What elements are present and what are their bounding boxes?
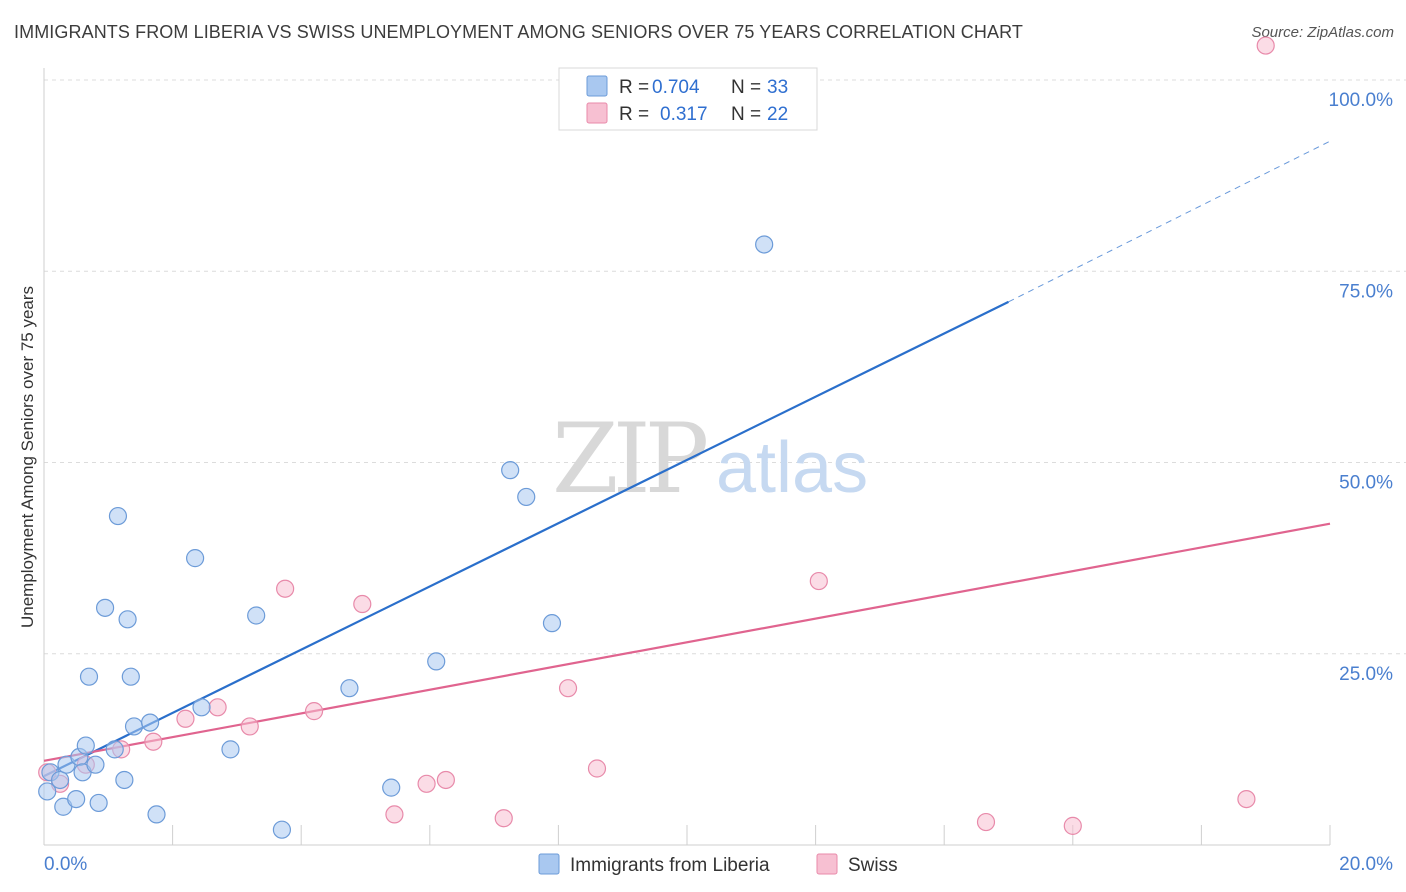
- point-liberia-28: [427, 652, 446, 671]
- y-tick-label-3: 100.0%: [1329, 90, 1394, 111]
- bottom-legend-label-liberia: Immigrants from Liberia: [570, 855, 770, 876]
- legend-n-label-0: N =: [731, 77, 761, 98]
- legend-r-label-0: R =: [619, 77, 649, 98]
- point-liberia-23: [221, 740, 240, 759]
- point-liberia-20: [147, 805, 166, 824]
- point-liberia-5: [67, 789, 86, 809]
- trend-line-1: [43, 522, 1331, 762]
- watermark-atlas: atlas: [716, 428, 868, 508]
- y-tick-label-0: 25.0%: [1339, 664, 1393, 685]
- point-swiss-9: [304, 702, 324, 721]
- y-tick-label-2: 75.0%: [1339, 281, 1393, 302]
- point-swiss-14: [494, 809, 513, 828]
- axes: [43, 68, 1331, 846]
- point-swiss-21: [1256, 36, 1275, 55]
- point-liberia-9: [79, 667, 99, 686]
- point-liberia-29: [501, 461, 520, 480]
- x-tick-label-0: 0.0%: [44, 854, 87, 875]
- point-swiss-4: [144, 732, 163, 751]
- trend-lines: [43, 140, 1331, 778]
- legend-n-label-1: N =: [731, 104, 761, 125]
- point-swiss-8: [276, 579, 295, 598]
- gridlines: [44, 79, 1406, 655]
- point-liberia-21: [186, 549, 205, 568]
- bottom-legend-label-swiss: Swiss: [848, 855, 898, 876]
- series-legend: Immigrants from Liberia Swiss: [538, 853, 898, 876]
- point-liberia-16: [118, 610, 137, 629]
- point-swiss-5: [176, 709, 195, 728]
- point-swiss-20: [1237, 789, 1256, 809]
- legend-r-value-0: 0.704: [652, 77, 700, 98]
- legend-r-label-1: R =: [619, 104, 649, 125]
- legend-swatch-liberia: [586, 75, 608, 97]
- data-points: [38, 36, 1275, 839]
- trend-line-extension-0: [1008, 140, 1331, 303]
- watermark: ZIP atlas: [552, 403, 868, 515]
- point-swiss-18: [976, 812, 996, 832]
- legend-r-value-1: 0.317: [660, 104, 708, 125]
- point-liberia-25: [272, 820, 292, 839]
- point-swiss-7: [240, 717, 259, 736]
- point-liberia-14: [108, 506, 128, 526]
- point-swiss-15: [558, 679, 578, 698]
- point-liberia-26: [340, 679, 359, 698]
- bottom-legend-swatch-swiss: [816, 853, 838, 875]
- point-liberia-15: [115, 770, 134, 790]
- point-swiss-16: [587, 759, 607, 778]
- point-liberia-13: [105, 740, 124, 759]
- tick-labels: 25.0% 50.0% 75.0% 100.0% 0.0% 20.0%: [44, 90, 1393, 875]
- point-swiss-13: [436, 770, 455, 790]
- legend-swatch-swiss: [586, 102, 608, 124]
- y-tick-label-1: 50.0%: [1339, 473, 1393, 494]
- point-liberia-27: [382, 778, 401, 797]
- point-liberia-17: [121, 667, 140, 686]
- point-swiss-11: [385, 805, 404, 824]
- point-swiss-19: [1063, 816, 1082, 835]
- point-liberia-2: [50, 770, 70, 790]
- watermark-zip: ZIP: [552, 403, 707, 515]
- legend-n-value-1: 22: [767, 104, 788, 125]
- chart-title: IMMIGRANTS FROM LIBERIA VS SWISS UNEMPLO…: [14, 22, 1023, 42]
- x-tick-label-1: 20.0%: [1339, 854, 1393, 875]
- point-liberia-32: [755, 235, 774, 254]
- point-liberia-10: [86, 755, 105, 774]
- point-swiss-6: [208, 698, 227, 717]
- bottom-legend-swatch-liberia: [538, 853, 560, 875]
- point-liberia-30: [517, 487, 536, 507]
- point-swiss-17: [809, 571, 828, 591]
- stats-legend: R = 0.704 N = 33 R = 0.317 N = 22: [558, 67, 818, 131]
- legend-n-value-0: 33: [767, 77, 788, 98]
- point-liberia-19: [140, 713, 160, 732]
- point-swiss-12: [417, 774, 436, 793]
- point-liberia-22: [192, 698, 211, 717]
- point-liberia-31: [542, 614, 562, 633]
- y-axis-title: Unemployment Among Seniors over 75 years: [18, 286, 37, 628]
- point-liberia-24: [247, 606, 266, 625]
- point-liberia-12: [95, 598, 115, 617]
- point-liberia-11: [89, 793, 108, 813]
- point-liberia-0: [38, 782, 57, 801]
- source-credit: Source: ZipAtlas.com: [1251, 24, 1394, 41]
- point-liberia-8: [76, 736, 95, 755]
- point-swiss-10: [353, 594, 372, 614]
- trend-line-0: [43, 300, 1009, 778]
- point-liberia-18: [124, 717, 144, 736]
